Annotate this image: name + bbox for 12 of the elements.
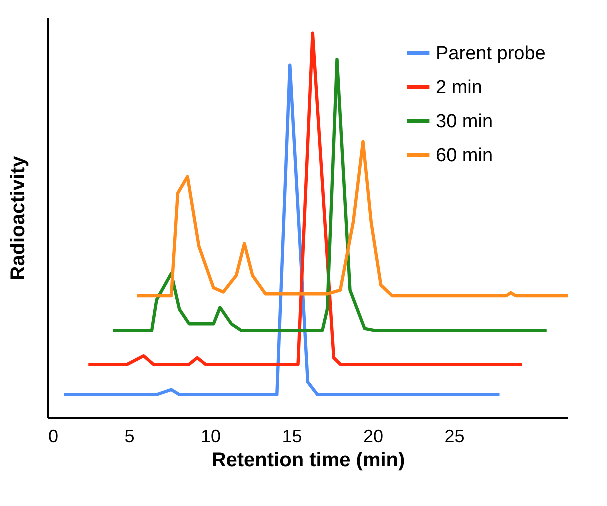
legend-label: Parent probe: [436, 44, 546, 64]
x-tick-label: 15: [282, 426, 302, 446]
legend-label: 30 min: [436, 112, 494, 132]
x-axis-title: Retention time (min): [212, 450, 406, 472]
x-tick-label: 0: [48, 426, 59, 446]
x-tick-label: 25: [444, 426, 465, 446]
y-axis-title: Radioactivity: [8, 155, 30, 281]
legend-label: 2 min: [436, 78, 482, 98]
x-tick-label: 20: [363, 426, 384, 446]
legend-label: 60 min: [436, 146, 494, 166]
x-tick-label: 5: [124, 426, 135, 446]
x-tick-label: 10: [200, 426, 222, 446]
